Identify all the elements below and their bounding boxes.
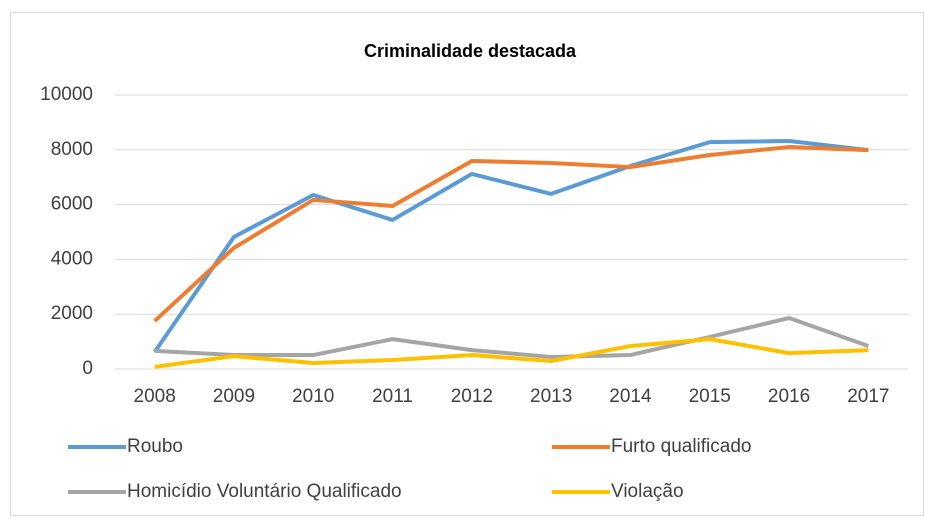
x-tick-label: 2016 [768, 386, 810, 407]
x-tick-label: 2014 [609, 386, 652, 407]
x-tick-label: 2013 [530, 386, 572, 407]
x-tick-label: 2017 [847, 386, 889, 407]
line-series [153, 145, 869, 323]
chart-border [10, 12, 924, 516]
line-series [154, 316, 870, 359]
y-tick-label: 2000 [51, 303, 93, 324]
legend-label: Roubo [127, 436, 183, 457]
x-tick-label: 2009 [213, 386, 255, 407]
y-tick-label: 4000 [51, 248, 93, 269]
x-tick-label: 2010 [292, 386, 334, 407]
line-series [153, 139, 869, 354]
y-tick-label: 6000 [51, 194, 93, 215]
y-tick-label: 0 [82, 358, 93, 379]
legend-label: Furto qualificado [611, 436, 751, 457]
chart-title: Criminalidade destacada [364, 41, 577, 61]
line-series [154, 337, 869, 369]
legend-label: Homicídio Voluntário Qualificado [127, 481, 402, 502]
x-tick-label: 2015 [689, 386, 731, 407]
y-tick-label: 10000 [40, 84, 93, 105]
x-tick-label: 2012 [451, 386, 493, 407]
y-tick-label: 8000 [51, 139, 93, 160]
x-tick-label: 2011 [372, 386, 413, 407]
x-tick-label: 2008 [134, 386, 176, 407]
legend-label: Violação [611, 481, 684, 502]
